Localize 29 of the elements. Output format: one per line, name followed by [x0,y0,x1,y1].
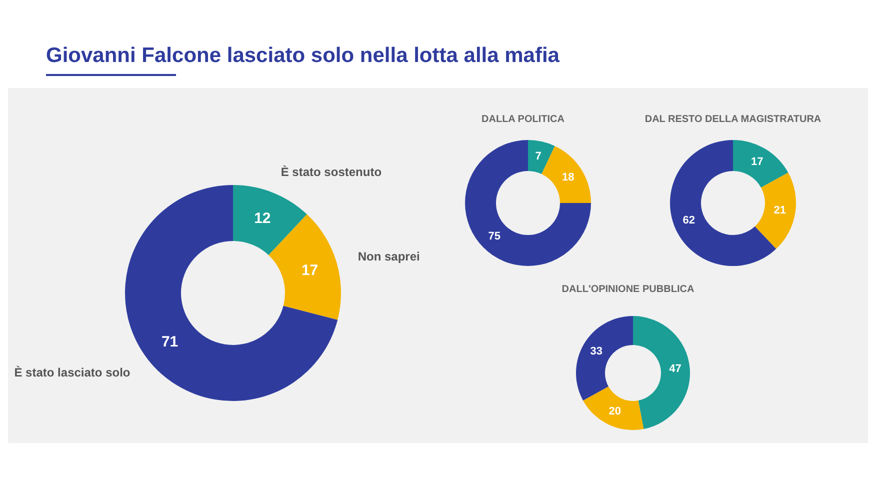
data-label: 33 [590,345,603,358]
data-label: 7 [535,150,542,163]
slice-label: È stato lasciato solo [14,366,130,380]
data-label: 18 [562,172,574,184]
chart-title: DALLA POLITICA [480,114,566,125]
data-label: 47 [669,363,682,375]
chart-title: Giovanni Falcone lasciato solo nella lotta alla mafia [46,44,560,68]
data-label: 12 [254,210,271,228]
chart-title: DALL'OPINIONE PUBBLICA [560,284,696,295]
donut-slice [465,140,591,266]
slice-label: Non saprei [358,250,420,264]
donut-slice [633,316,690,429]
slice-label: È stato sostenuto [280,165,382,180]
donut-slice [268,214,341,320]
donut-slice [542,146,591,203]
chart-title: DAL RESTO DELLA MAGISTRATURA [644,114,822,125]
data-label: 71 [161,334,178,351]
data-label: 75 [488,230,501,243]
donut-slice [233,185,307,256]
data-label: 17 [751,156,764,168]
donut-slice [754,172,796,249]
donut-slice [576,316,633,400]
data-label: 21 [774,204,786,216]
data-label: 17 [301,262,318,280]
data-label: 62 [682,214,695,226]
donut-slice [583,386,644,430]
donut-slice [733,140,788,188]
data-label: 20 [608,405,622,418]
donut-slice [528,140,555,174]
